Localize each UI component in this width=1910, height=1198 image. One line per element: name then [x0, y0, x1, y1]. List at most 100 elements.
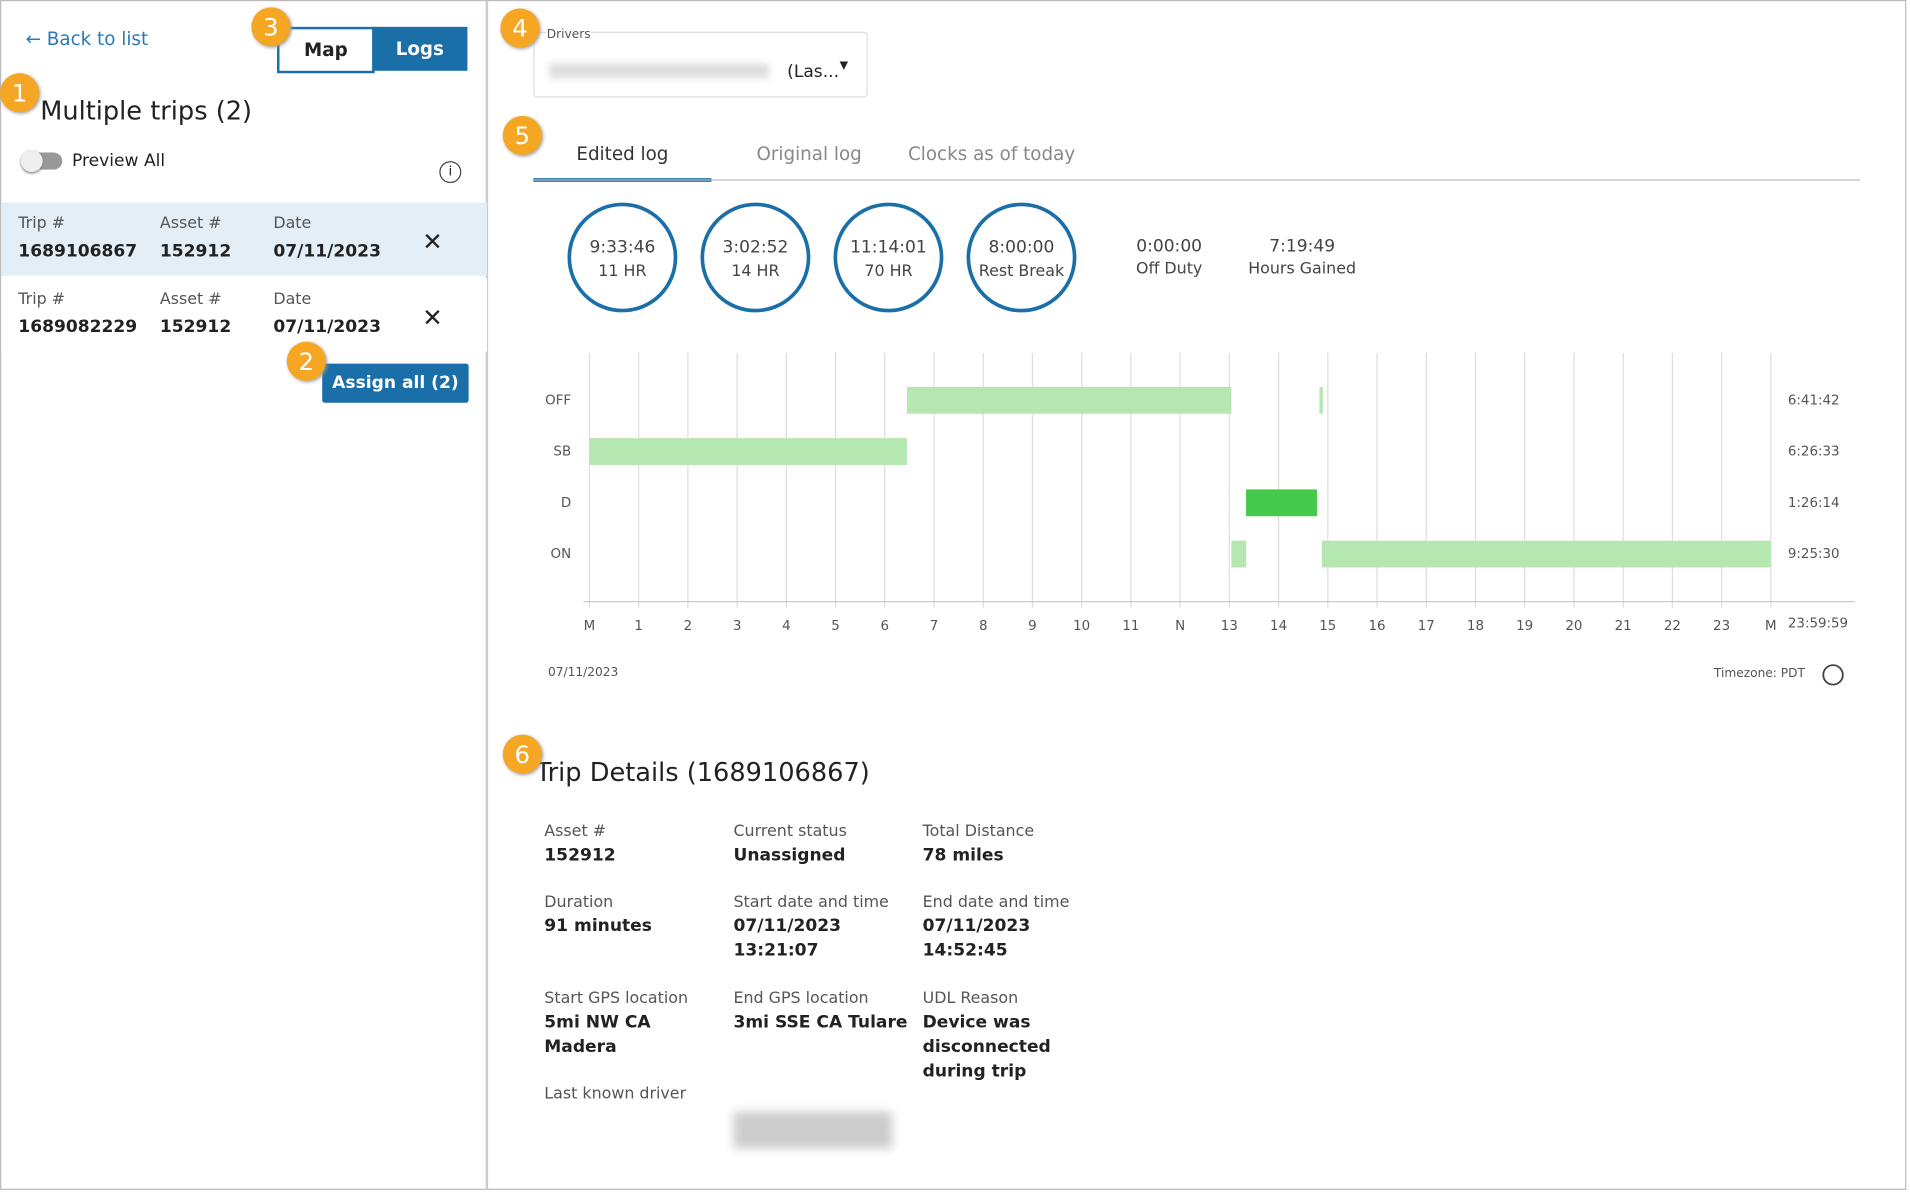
- field: Total Distance 78 miles: [923, 823, 1106, 868]
- summary-time: 7:19:49: [1269, 236, 1336, 257]
- trip-label: Trip #: [18, 214, 66, 234]
- summary-time: 0:00:00: [1136, 236, 1203, 257]
- trip-value: 1689106867: [18, 241, 138, 262]
- field-label: Last known driver: [544, 1084, 687, 1104]
- drivers-value: (Las...: [787, 62, 840, 82]
- clock-label: Rest Break: [978, 262, 1065, 281]
- field-value: 152912: [544, 845, 616, 866]
- tab[interactable]: Clocks as of today: [907, 142, 1076, 165]
- row-label: SB: [553, 445, 571, 460]
- x-tick-label: 19: [1516, 619, 1533, 634]
- tab-rule: [533, 179, 1860, 181]
- x-tick-label: 14: [1270, 619, 1287, 634]
- field: Start date and time 07/11/2023 13:21:07: [733, 893, 916, 963]
- back-link[interactable]: ← Back to list: [25, 28, 149, 51]
- clock: 9:33:46 11 HR: [567, 202, 678, 313]
- summary: 0:00:00 Off Duty: [1102, 203, 1236, 306]
- summary-label: Hours Gained: [1248, 259, 1357, 279]
- trip-label: Trip #: [18, 290, 66, 309]
- field: Last known driver: [544, 1085, 727, 1103]
- clock-time: 8:00:00: [988, 237, 1055, 258]
- drivers-select[interactable]: Drivers (Las... ▼: [533, 28, 868, 98]
- map-button[interactable]: Map: [277, 26, 375, 74]
- x-tick-label: 5: [831, 619, 840, 634]
- row-total: 6:26:33: [1788, 445, 1840, 460]
- trips-title: Multiple trips (2): [40, 96, 253, 126]
- dropdown-arrow: ▼: [839, 59, 849, 73]
- toggle[interactable]: [20, 150, 63, 173]
- field-value: 5mi NW CA Madera: [544, 1012, 651, 1057]
- timezone: Timezone: PDT: [1713, 666, 1806, 680]
- x-tick-label: 22: [1664, 619, 1681, 634]
- clock: 8:00:00 Rest Break: [966, 202, 1077, 313]
- callout: 4: [500, 8, 540, 48]
- asset-label: Asset #: [159, 290, 222, 309]
- status-bar: [1319, 386, 1323, 414]
- field: End date and time 07/11/2023 14:52:45: [923, 893, 1106, 963]
- date-value: 07/11/2023: [273, 317, 381, 337]
- x-tick-label: 20: [1565, 619, 1582, 634]
- x-tick-label: 9: [1028, 619, 1037, 634]
- x-tick-label: 2: [684, 619, 693, 634]
- callout: 2: [286, 341, 326, 381]
- clock-time: 9:33:46: [589, 237, 656, 258]
- x-tick-label: 10: [1073, 619, 1090, 634]
- preview-label: Preview All: [72, 151, 166, 171]
- info-icon: [1822, 664, 1844, 686]
- clock-label: 14 HR: [731, 262, 780, 281]
- log-chart: M 1 2 3 4 5 6 7 8 9 10 11 N 13 14 15 16 17 18 19 20 21 22 23 M 23…: [545, 352, 1856, 686]
- tab[interactable]: Original log: [756, 142, 862, 165]
- row-label: ON: [551, 547, 572, 562]
- logs-button[interactable]: Logs: [372, 26, 468, 71]
- callout: 3: [251, 7, 291, 47]
- end-label: 23:59:59: [1788, 617, 1848, 632]
- trip-row[interactable]: Trip # 1689106867 Asset # 152912 Date 07/11/2…: [1, 202, 487, 276]
- callout: 6: [502, 734, 542, 774]
- callout: 1: [0, 73, 40, 113]
- field-value: Device was disconnected during trip: [922, 1012, 1051, 1082]
- trip-row[interactable]: Trip # 1689082229 Asset # 152912 Date 07/11/2…: [1, 278, 487, 352]
- back-text[interactable]: Back to list: [46, 28, 149, 51]
- x-tick-label: M: [584, 619, 596, 634]
- row-total: 1:26:14: [1788, 496, 1840, 511]
- remove-button[interactable]: ✕: [422, 302, 443, 332]
- field-label: Total Distance: [922, 822, 1035, 841]
- field: Start GPS location 5mi NW CA Madera: [544, 990, 727, 1060]
- x-tick-label: 15: [1319, 619, 1336, 634]
- blurred-name: [549, 63, 769, 79]
- clock-label: 70 HR: [864, 262, 913, 281]
- field-label: End date and time: [922, 893, 1070, 912]
- field-label: End GPS location: [733, 989, 869, 1009]
- field-value: 3mi SSE CA Tulare: [733, 1012, 908, 1033]
- x-tick-label: 13: [1221, 619, 1238, 634]
- row-label: D: [561, 496, 571, 511]
- chart-date: 07/11/2023: [548, 665, 618, 679]
- x-tick-label: 11: [1122, 619, 1139, 634]
- field: UDL Reason Device was disconnected during…: [923, 990, 1106, 1084]
- remove-button[interactable]: ✕: [422, 226, 443, 257]
- x-tick-label: 16: [1368, 619, 1385, 634]
- tab[interactable]: Edited log: [533, 129, 712, 182]
- blurred-driver: [733, 1111, 893, 1149]
- field: Current status Unassigned: [733, 823, 916, 868]
- drivers-label: Drivers: [546, 28, 591, 42]
- field-label: Duration: [544, 893, 614, 912]
- x-tick-label: N: [1175, 619, 1185, 634]
- clock-label: 11 HR: [598, 262, 647, 281]
- assign-button[interactable]: Assign all (2): [322, 363, 469, 403]
- row-label: OFF: [545, 393, 571, 408]
- x-tick-label: 1: [634, 619, 643, 634]
- x-tick-label: 6: [881, 619, 890, 634]
- asset-label: Asset #: [159, 214, 222, 234]
- x-tick-label: M: [1765, 619, 1777, 634]
- info-icon[interactable]: i: [439, 161, 462, 184]
- x-tick-label: 23: [1713, 619, 1730, 634]
- field-value: 07/11/2023 13:21:07: [733, 916, 842, 961]
- field-label: Asset #: [544, 822, 607, 841]
- left-panel: ← Back to list Map Logs Multiple trips (…: [0, 0, 489, 1190]
- x-tick-label: 4: [782, 619, 791, 634]
- field: Asset # 152912: [544, 823, 727, 868]
- date-label: Date: [273, 214, 312, 234]
